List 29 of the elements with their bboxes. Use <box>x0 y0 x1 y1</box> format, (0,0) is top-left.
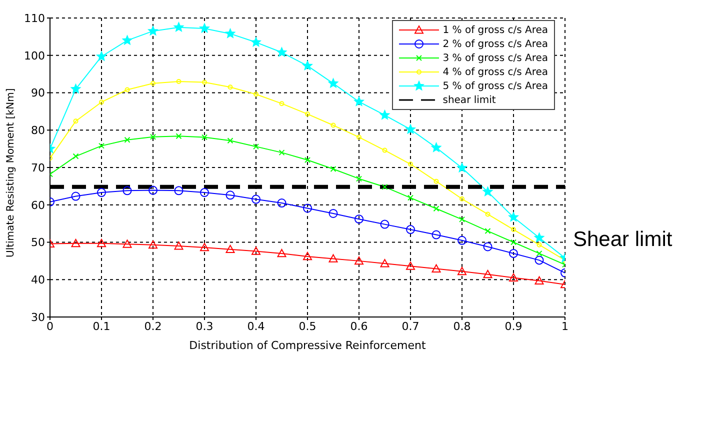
x-tick-label: 0.3 <box>196 320 214 333</box>
legend-label: 2 % of gross c/s Area <box>442 38 548 50</box>
x-tick-label: 1 <box>562 320 568 333</box>
annotation: Shear limit <box>573 228 672 251</box>
x-tick-label: 0.6 <box>350 320 368 333</box>
x-tick-label: 0.1 <box>92 320 110 333</box>
y-tick-label: 90 <box>31 86 45 100</box>
x-tick-label: 0.4 <box>247 320 265 333</box>
legend-label: 3 % of gross c/s Area <box>442 52 548 64</box>
x-tick-label: 0 <box>46 320 54 333</box>
y-tick-label: 100 <box>24 49 45 62</box>
y-tick-label: 70 <box>31 161 45 174</box>
x-tick-label: 0.8 <box>453 320 471 333</box>
x-tick-label: 0.2 <box>144 320 162 333</box>
y-tick-label: 40 <box>31 274 45 287</box>
y-tick-label: 110 <box>24 12 45 25</box>
legend-label: shear limit <box>442 94 496 106</box>
x-axis-title: Distribution of Compressive Reinforcement <box>189 339 426 352</box>
y-tick-label: 50 <box>31 236 45 250</box>
legend-label: 4 % of gross c/s Area <box>442 66 548 78</box>
y-tick-label: 80 <box>31 124 45 138</box>
y-tick-label: 30 <box>31 310 45 324</box>
x-tick-label: 0.5 <box>298 320 316 333</box>
legend-label: 5 % of gross c/s Area <box>442 80 548 92</box>
x-tick-label: 0.9 <box>504 320 522 333</box>
y-axis-title: Ultimate Resisting Moment [kNm] <box>6 88 17 258</box>
y-tick-label: 60 <box>31 198 45 212</box>
x-tick-label: 0.7 <box>402 320 420 333</box>
legend-label: 1 % of gross c/s Area <box>442 24 548 36</box>
